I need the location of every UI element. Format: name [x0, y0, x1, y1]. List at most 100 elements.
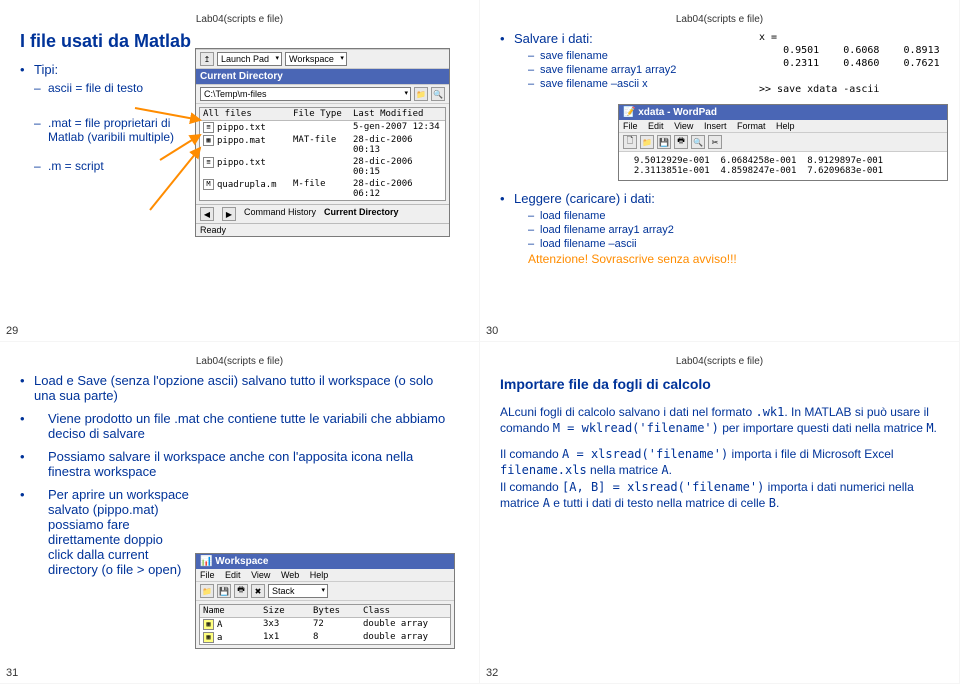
open-icon[interactable]: 📁	[200, 584, 214, 598]
workspace-dropdown[interactable]: Workspace	[285, 52, 347, 66]
menu-web[interactable]: Web	[281, 570, 299, 580]
slide-30: Lab04(scripts e file) Salvare i dati: sa…	[480, 0, 960, 342]
path-dropdown[interactable]: C:\Temp\m-files	[200, 87, 411, 101]
file-browser-screenshot: ↥ Launch Pad Workspace Current Directory…	[195, 48, 450, 237]
paragraph-2: Il comando A = xlsread('filename') impor…	[500, 446, 939, 511]
find-icon[interactable]: 🔍	[691, 135, 705, 149]
var-icon: ▦	[203, 619, 214, 630]
folder-up-icon[interactable]: 📁	[414, 87, 428, 101]
bullet-mat: .mat = file proprietari di Matlab (varib…	[20, 116, 190, 144]
file-icon: ▦	[203, 135, 214, 146]
file-icon: ≡	[203, 157, 214, 168]
workspace-title: 📊 Workspace	[196, 554, 454, 569]
up-icon: ↥	[200, 52, 214, 66]
bullet-save: Salvare i dati:	[500, 31, 749, 46]
cut-icon[interactable]: ✂	[708, 135, 722, 149]
paragraph-1: ALcuni fogli di calcolo salvano i dati n…	[500, 404, 939, 436]
matlab-icon: 📊	[200, 556, 212, 567]
wordpad-toolbar: 🗋 📁 💾 🖶 🔍 ✂	[619, 132, 947, 152]
window-title: Current Directory	[196, 69, 449, 84]
workspace-list: Name Size Bytes Class ▦A 3x3 72 double a…	[199, 604, 451, 645]
find-icon[interactable]: 🔍	[431, 87, 445, 101]
col-bytes: Bytes	[310, 605, 360, 617]
bullet-save-c: save filename –ascii x	[500, 78, 749, 90]
col-class: Class	[360, 605, 450, 617]
slide-header: Lab04(scripts e file)	[500, 14, 939, 25]
launchpad-dropdown[interactable]: Launch Pad	[217, 52, 282, 66]
page-number: 32	[486, 667, 498, 679]
bullet-load-b: load filename array1 array2	[500, 224, 939, 236]
col-type: File Type	[290, 108, 350, 120]
file-row[interactable]: ▦pippo.mat MAT-file 28-dic-2006 00:13	[200, 134, 445, 156]
bullet-4: Per aprire un workspace salvato (pippo.m…	[20, 487, 190, 577]
var-icon: ▦	[203, 632, 214, 643]
workspace-menubar: File Edit View Web Help	[196, 569, 454, 581]
slide-31: Lab04(scripts e file) Load e Save (senza…	[0, 342, 480, 684]
page-number: 31	[6, 667, 18, 679]
menu-file[interactable]: File	[200, 570, 215, 580]
slide-29: Lab04(scripts e file) I file usati da Ma…	[0, 0, 480, 342]
tab-curdir[interactable]: Current Directory	[324, 207, 399, 221]
bullet-load-c: load filename –ascii	[500, 238, 939, 250]
attention-text: Attenzione! Sovrascrive senza avviso!!!	[500, 252, 939, 266]
bullet-save-b: save filename array1 array2	[500, 64, 749, 76]
print-icon[interactable]: 🖶	[674, 135, 688, 149]
bullet-3: Possiamo salvare il workspace anche con …	[20, 449, 459, 479]
matlab-output: x = 0.9501 0.6068 0.8913 0.2311 0.4860 0…	[759, 31, 939, 96]
new-icon[interactable]: 🗋	[623, 135, 637, 149]
status-bar: Ready	[196, 223, 449, 236]
open-icon[interactable]: 📁	[640, 135, 654, 149]
stack-dropdown[interactable]: Stack	[268, 584, 328, 598]
wordpad-icon: 📝	[623, 107, 635, 118]
menu-help[interactable]: Help	[310, 570, 329, 580]
var-row[interactable]: ▦A 3x3 72 double array	[200, 618, 450, 631]
slide-header: Lab04(scripts e file)	[500, 356, 939, 367]
slide-32: Lab04(scripts e file) Importare file da …	[480, 342, 960, 684]
page-number: 29	[6, 325, 18, 337]
slide-header: Lab04(scripts e file)	[20, 356, 459, 367]
save-icon[interactable]: 💾	[657, 135, 671, 149]
col-name: Name	[200, 605, 260, 617]
file-icon: ≡	[203, 122, 214, 133]
wordpad-content: 9.5012929e-001 6.0684258e-001 8.9129897e…	[619, 152, 947, 180]
tab-cmdhist[interactable]: Command History	[244, 207, 316, 221]
workspace-screenshot: 📊 Workspace File Edit View Web Help 📁 💾 …	[195, 553, 455, 649]
file-icon: M	[203, 179, 214, 190]
bullet-save-a: save filename	[500, 50, 749, 62]
wordpad-screenshot: 📝 xdata - WordPad File Edit View Insert …	[618, 104, 948, 181]
menu-view[interactable]: View	[251, 570, 270, 580]
menu-insert[interactable]: Insert	[704, 121, 727, 131]
left-icon[interactable]: ◀	[200, 207, 214, 221]
bullet-2: Viene prodotto un file .mat che contiene…	[20, 411, 459, 441]
save-icon[interactable]: 💾	[217, 584, 231, 598]
menu-help[interactable]: Help	[776, 121, 795, 131]
menu-view[interactable]: View	[674, 121, 693, 131]
right-icon[interactable]: ▶	[222, 207, 236, 221]
bullet-m: .m = script	[20, 159, 190, 173]
bullet-tipi: Tipi:	[20, 62, 190, 77]
slide-header: Lab04(scripts e file)	[20, 14, 459, 25]
menu-format[interactable]: Format	[737, 121, 766, 131]
bullet-ascii: ascii = file di testo	[20, 81, 190, 95]
delete-icon[interactable]: ✖	[251, 584, 265, 598]
col-size: Size	[260, 605, 310, 617]
menu-edit[interactable]: Edit	[648, 121, 664, 131]
wordpad-title: 📝 xdata - WordPad	[619, 105, 947, 120]
file-list: All files File Type Last Modified ≡pippo…	[199, 107, 446, 201]
file-row[interactable]: ≡pippo.txt 28-dic-2006 00:15	[200, 156, 445, 178]
col-date: Last Modified	[350, 108, 445, 120]
bullet-list: Tipi: ascii = file di testo .mat = file …	[20, 62, 190, 176]
slide-title: Importare file da fogli di calcolo	[500, 375, 939, 394]
print-icon[interactable]: 🖶	[234, 584, 248, 598]
menu-file[interactable]: File	[623, 121, 638, 131]
menu-edit[interactable]: Edit	[225, 570, 241, 580]
file-row[interactable]: ≡pippo.txt 5-gen-2007 12:34	[200, 121, 445, 134]
bullet-load: Leggere (caricare) i dati:	[500, 191, 939, 206]
col-file: All files	[200, 108, 290, 120]
wordpad-menubar: File Edit View Insert Format Help	[619, 120, 947, 132]
bullet-1: Load e Save (senza l'opzione ascii) salv…	[20, 373, 440, 403]
bullet-load-a: load filename	[500, 210, 939, 222]
page-number: 30	[486, 325, 498, 337]
var-row[interactable]: ▦a 1x1 8 double array	[200, 631, 450, 644]
file-row[interactable]: Mquadrupla.m M-file 28-dic-2006 06:12	[200, 178, 445, 200]
